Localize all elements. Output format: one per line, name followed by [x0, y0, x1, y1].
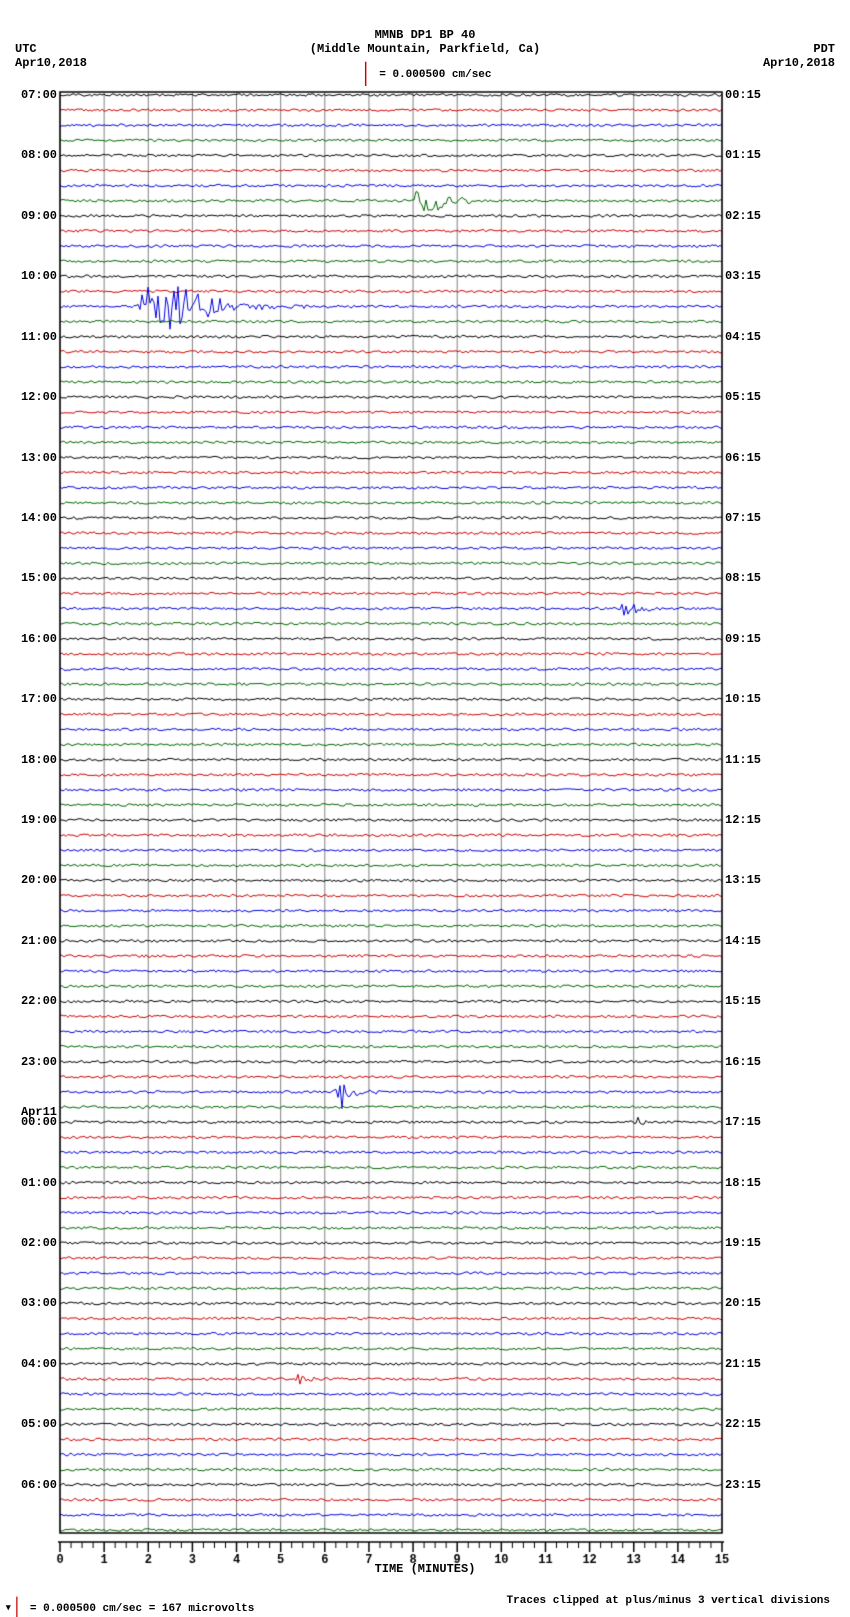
seismogram-canvas	[0, 0, 850, 1613]
left-time-label: 20:00	[21, 873, 57, 887]
left-time-label: 03:00	[21, 1296, 57, 1310]
right-time-label: 14:15	[725, 934, 761, 948]
right-time-label: 13:15	[725, 873, 761, 887]
left-time-label: 22:00	[21, 994, 57, 1008]
right-time-label: 06:15	[725, 451, 761, 465]
right-time-label: 07:15	[725, 511, 761, 525]
left-time-label: 17:00	[21, 692, 57, 706]
right-time-label: 21:15	[725, 1357, 761, 1371]
right-time-label: 09:15	[725, 632, 761, 646]
right-time-label: 17:15	[725, 1115, 761, 1129]
right-time-label: 23:15	[725, 1478, 761, 1492]
right-time-label: 22:15	[725, 1417, 761, 1431]
left-time-label: 18:00	[21, 753, 57, 767]
left-time-label: 21:00	[21, 934, 57, 948]
left-time-label: 08:00	[21, 148, 57, 162]
left-time-label: 06:00	[21, 1478, 57, 1492]
right-time-label: 19:15	[725, 1236, 761, 1250]
left-time-label: 02:00	[21, 1236, 57, 1250]
left-time-label: 10:00	[21, 269, 57, 283]
right-time-label: 15:15	[725, 994, 761, 1008]
right-time-label: 11:15	[725, 753, 761, 767]
right-time-label: 04:15	[725, 330, 761, 344]
left-time-label: 07:00	[21, 88, 57, 102]
right-time-label: 12:15	[725, 813, 761, 827]
left-time-label: 15:00	[21, 571, 57, 585]
left-time-label: 13:00	[21, 451, 57, 465]
left-time-label: 00:00	[21, 1115, 57, 1129]
right-time-label: 01:15	[725, 148, 761, 162]
right-time-label: 16:15	[725, 1055, 761, 1069]
left-time-label: 16:00	[21, 632, 57, 646]
right-time-label: 08:15	[725, 571, 761, 585]
left-time-label: 11:00	[21, 330, 57, 344]
right-time-label: 18:15	[725, 1176, 761, 1190]
left-time-label: 09:00	[21, 209, 57, 223]
seismogram-container: MMNB DP1 BP 40 (Middle Mountain, Parkfie…	[0, 0, 850, 1613]
footer-scale-text: = 0.000500 cm/sec = 167 microvolts	[30, 1603, 254, 1615]
footer-clip-note: Traces clipped at plus/minus 3 vertical …	[507, 1595, 830, 1607]
right-time-label: 10:15	[725, 692, 761, 706]
right-time-label: 20:15	[725, 1296, 761, 1310]
left-time-label: 19:00	[21, 813, 57, 827]
right-time-label: 00:15	[725, 88, 761, 102]
x-axis-label: TIME (MINUTES)	[0, 1562, 850, 1576]
right-time-label: 05:15	[725, 390, 761, 404]
left-time-label: 23:00	[21, 1055, 57, 1069]
left-time-label: 04:00	[21, 1357, 57, 1371]
right-time-label: 02:15	[725, 209, 761, 223]
left-time-label: 05:00	[21, 1417, 57, 1431]
right-time-label: 03:15	[725, 269, 761, 283]
left-time-label: 12:00	[21, 390, 57, 404]
left-time-label: 14:00	[21, 511, 57, 525]
left-time-label: 01:00	[21, 1176, 57, 1190]
